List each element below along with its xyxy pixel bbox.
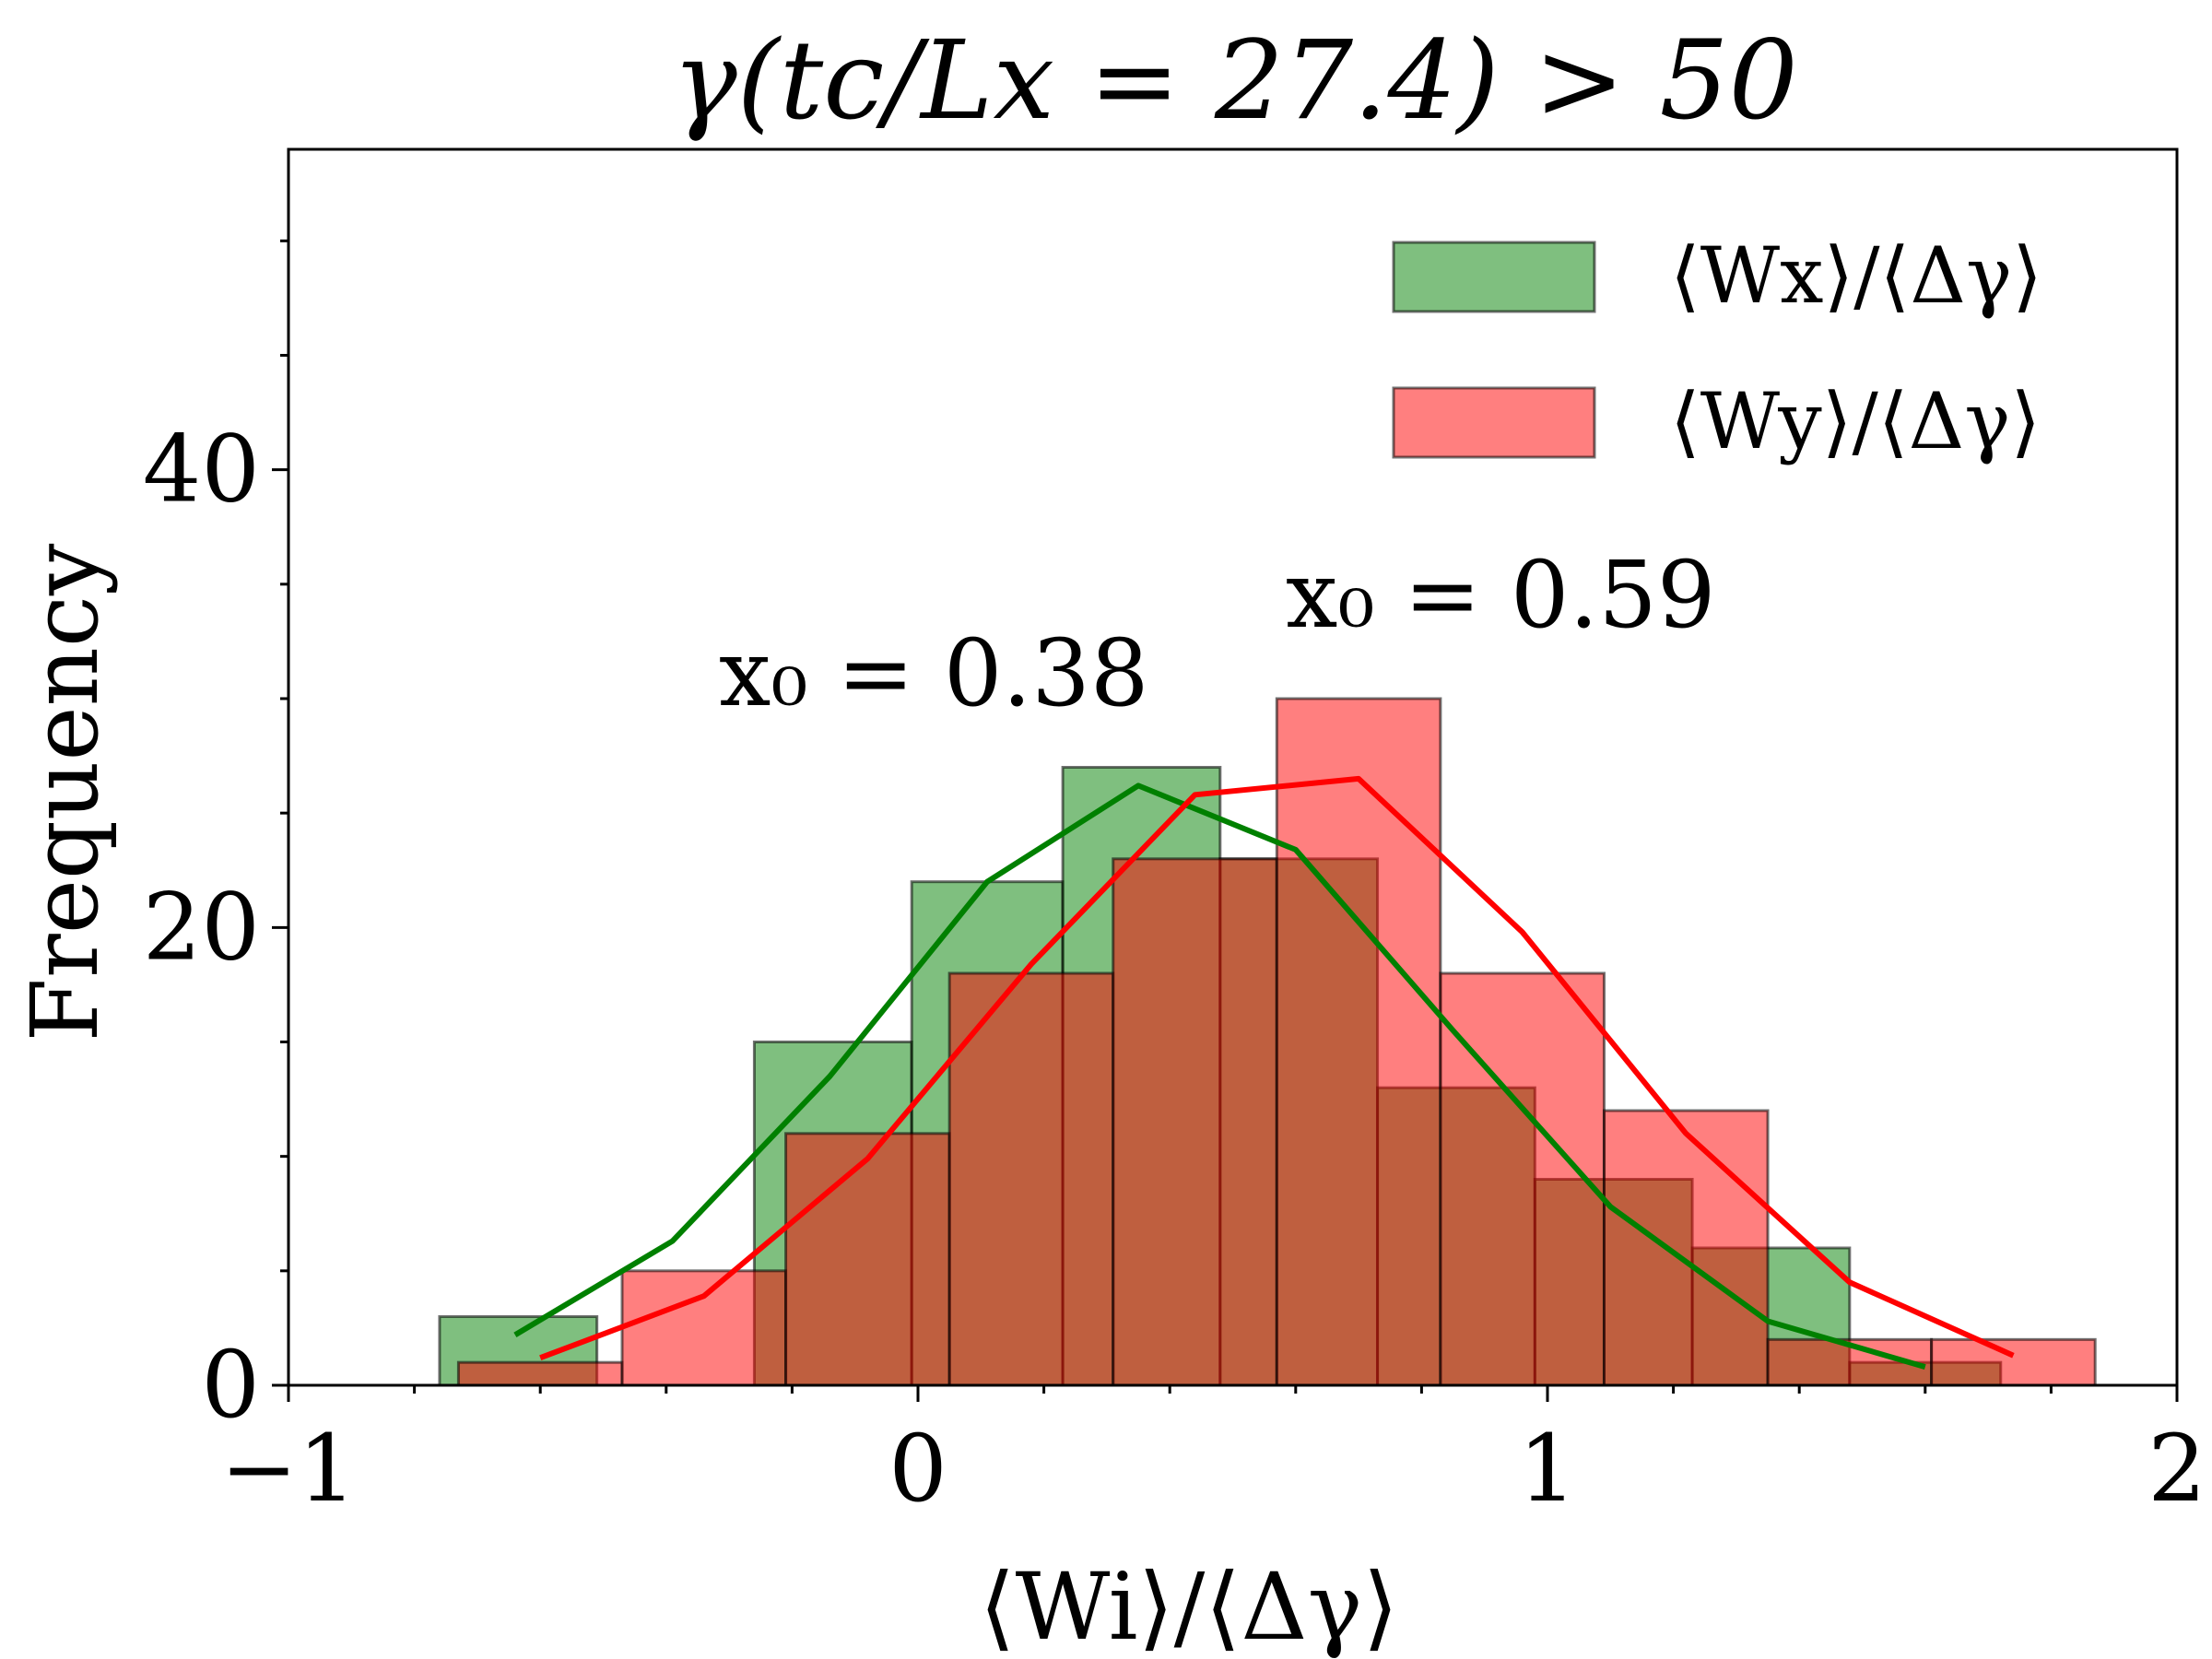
bar-wy-3 <box>947 971 1115 1387</box>
y-axis-ticks: 0 20 40 <box>143 239 288 1439</box>
fit-curves <box>513 775 2015 1371</box>
legend: ⟨Wx⟩/⟨Δγ⟩ ⟨Wy⟩/⟨Δγ⟩ <box>1392 230 2042 466</box>
fit-line-wy <box>539 775 2015 1361</box>
bar-wy-1 <box>620 1269 788 1387</box>
plot-frame <box>287 147 2179 1387</box>
bar-wy-0 <box>456 1360 624 1387</box>
chart-title: γ(tc/Lx = 27.4) > 50 <box>672 17 1797 144</box>
legend-label-y: ⟨Wy⟩/⟨Δγ⟩ <box>1670 376 2041 466</box>
bar-wy-2 <box>784 1132 951 1387</box>
legend-swatch-y <box>1392 386 1596 459</box>
x-tick-label: −1 <box>220 1415 356 1523</box>
annotation-x0-green: x₀ = 0.38 <box>719 619 1149 727</box>
x-tick-label: 0 <box>888 1415 947 1523</box>
bar-wy-5 <box>1275 697 1442 1387</box>
x-axis-label: ⟨Wi⟩/⟨Δγ⟩ <box>980 1553 1399 1659</box>
y-axis-label: Frequency <box>11 543 119 1041</box>
x-axis-ticks: −1 0 1 2 <box>220 1385 2206 1523</box>
series-y-bars <box>456 697 2097 1387</box>
y-tick-label: 20 <box>143 873 260 981</box>
x-tick-label: 1 <box>1518 1415 1577 1523</box>
bar-wy-7 <box>1602 1109 1770 1387</box>
fit-line-wx <box>513 782 1926 1371</box>
legend-swatch-x <box>1392 241 1596 313</box>
x-tick-label: 2 <box>2147 1415 2206 1523</box>
y-tick-label: 0 <box>201 1331 260 1439</box>
bar-wy-6 <box>1439 971 1606 1387</box>
bar-wy-9 <box>1930 1337 2097 1387</box>
legend-label-x: ⟨Wx⟩/⟨Δγ⟩ <box>1670 230 2042 321</box>
bar-wy-4 <box>1112 857 1278 1387</box>
annotation-x0-red: x₀ = 0.59 <box>1286 541 1716 649</box>
y-tick-label: 40 <box>143 416 260 524</box>
